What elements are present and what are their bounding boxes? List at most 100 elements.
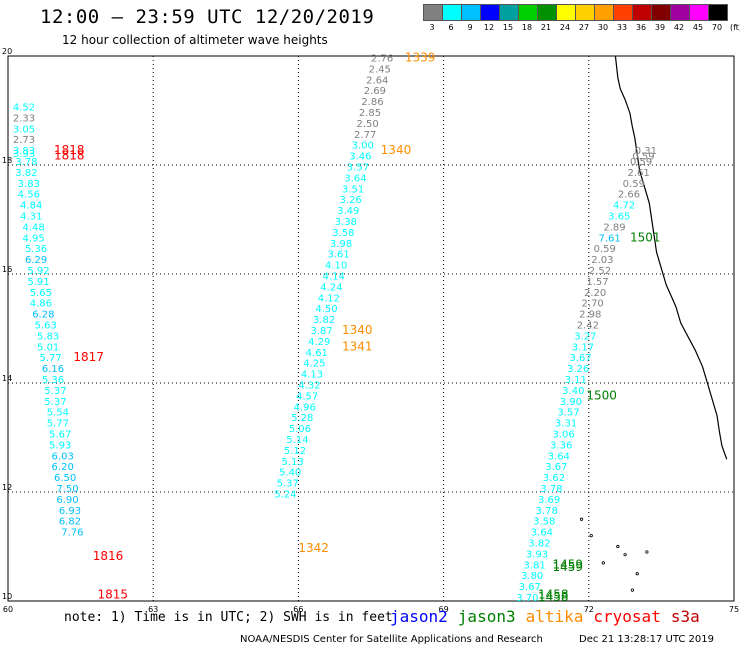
wave-height-value: 6.28	[32, 310, 54, 321]
wave-height-value: 3.67	[569, 353, 591, 364]
wave-height-value: 0.59	[632, 152, 654, 163]
wave-height-value: 5.37	[44, 397, 66, 408]
lat-tick-label: 14	[2, 374, 12, 383]
wave-height-value: 2.69	[364, 86, 386, 97]
legend-swatch	[708, 4, 728, 21]
island	[635, 572, 639, 576]
wave-height-value: 5.91	[27, 277, 49, 288]
wave-height-value: 3.78	[540, 484, 562, 495]
wave-height-value: 2.42	[577, 321, 599, 332]
legend-label: 21	[540, 23, 552, 32]
wave-height-value: 6.93	[59, 506, 81, 517]
wave-height-value: 5.65	[30, 288, 52, 299]
wave-height-value: 3.57	[557, 408, 579, 419]
wave-height-value: 5.36	[42, 375, 64, 386]
wave-height-value: 3.57	[347, 162, 369, 173]
legend-label: 36	[635, 23, 647, 32]
wave-height-value: 3.93	[526, 549, 548, 560]
wave-height-value: 5.93	[49, 440, 71, 451]
wave-height-value: 3.82	[528, 539, 550, 550]
island	[601, 561, 605, 565]
pass-time-label: 1458	[538, 590, 569, 604]
wave-height-value: 2.52	[589, 266, 611, 277]
wave-height-value: 7.76	[61, 528, 83, 539]
wave-height-value: 5.67	[49, 430, 71, 441]
legend-label: 9	[467, 23, 473, 32]
wave-height-value: 5.37	[277, 479, 299, 490]
wave-height-value: 5.77	[47, 419, 69, 430]
pass-time-label: 1816	[93, 549, 124, 563]
wave-height-value: 4.10	[325, 261, 347, 272]
wave-height-value: 5.14	[286, 435, 308, 446]
wave-height-value: 5.36	[25, 244, 47, 255]
island	[645, 550, 649, 554]
lat-tick-label: 12	[2, 483, 12, 492]
wave-height-value: 3.11	[565, 375, 587, 386]
wave-height-value: 3.69	[538, 495, 560, 506]
wave-height-value: 2.33	[13, 113, 35, 124]
wave-height-value: 5.63	[35, 321, 57, 332]
wave-height-value: 3.27	[574, 331, 596, 342]
wave-height-value: 6.82	[59, 517, 81, 528]
legend-label: 45	[692, 23, 704, 32]
wave-height-value: 6.29	[25, 255, 47, 266]
wave-height-value: 6.16	[42, 364, 64, 375]
wave-height-value: 5.01	[37, 342, 59, 353]
satellite-label: cryosat	[593, 607, 661, 626]
wave-height-value: 3.81	[523, 560, 545, 571]
wave-height-value: 2.64	[366, 75, 388, 86]
wave-height-value: 3.70	[516, 593, 538, 604]
wave-height-value: 4.32	[298, 380, 320, 391]
wave-height-value: 4.13	[301, 370, 323, 381]
wave-height-value: 3.67	[545, 462, 567, 473]
legend-label: 24	[559, 23, 571, 32]
legend-label: 70	[711, 23, 723, 32]
wave-height-value: 4.52	[13, 103, 35, 114]
wave-height-value: 2.89	[603, 222, 625, 233]
satellite-label: s3a	[670, 607, 700, 626]
wave-height-value: 4.12	[318, 293, 340, 304]
legend-label: (ft)	[729, 23, 740, 32]
wave-height-value: 3.78	[15, 157, 37, 168]
map-frame	[7, 55, 735, 602]
wave-height-value: 3.98	[330, 239, 352, 250]
wave-height-value: 3.90	[560, 397, 582, 408]
legend-label: 42	[673, 23, 685, 32]
wave-height-value: 2.45	[369, 64, 391, 75]
wave-height-value: 2.50	[356, 119, 378, 130]
wave-height-value: 6.50	[54, 473, 76, 484]
wave-height-value: 6.03	[52, 451, 74, 462]
legend-label: 27	[578, 23, 590, 32]
lon-tick-label: 75	[729, 605, 739, 614]
satellite-legend: jason2 jason3 altika cryosat s3a	[390, 607, 710, 626]
island	[623, 553, 627, 557]
legend-label: 6	[448, 23, 454, 32]
wave-height-value: 4.29	[308, 337, 330, 348]
wave-height-value: 4.72	[613, 201, 635, 212]
wave-height-value: 3.58	[533, 517, 555, 528]
wave-height-value: 3.78	[536, 506, 558, 517]
wave-height-value: 3.64	[531, 528, 553, 539]
coastline	[614, 55, 728, 460]
legend-label: 12	[483, 23, 495, 32]
satellite-label: altika	[525, 607, 584, 626]
legend-label: 15	[502, 23, 514, 32]
pass-time-label: 1818	[54, 143, 85, 157]
wave-height-value: 4.50	[315, 304, 337, 315]
wave-height-value: 5.40	[279, 468, 301, 479]
wave-height-value: 4.61	[306, 348, 328, 359]
legend-label: 18	[521, 23, 533, 32]
wave-height-value: 2.66	[618, 190, 640, 201]
wave-height-value: 5.92	[27, 266, 49, 277]
wave-height-value: 2.85	[359, 108, 381, 119]
lon-tick-label: 60	[3, 605, 13, 614]
wave-height-value: 4.56	[18, 190, 40, 201]
wave-height-value: 5.54	[47, 408, 69, 419]
lat-tick-label: 18	[2, 156, 12, 165]
wave-height-value: 3.83	[13, 146, 35, 157]
pass-time-label: 1341	[342, 339, 373, 353]
wave-height-value: 3.64	[344, 173, 366, 184]
pass-time-label: 1501	[630, 230, 661, 244]
legend-label: 39	[654, 23, 666, 32]
wave-height-value: 4.48	[23, 222, 45, 233]
